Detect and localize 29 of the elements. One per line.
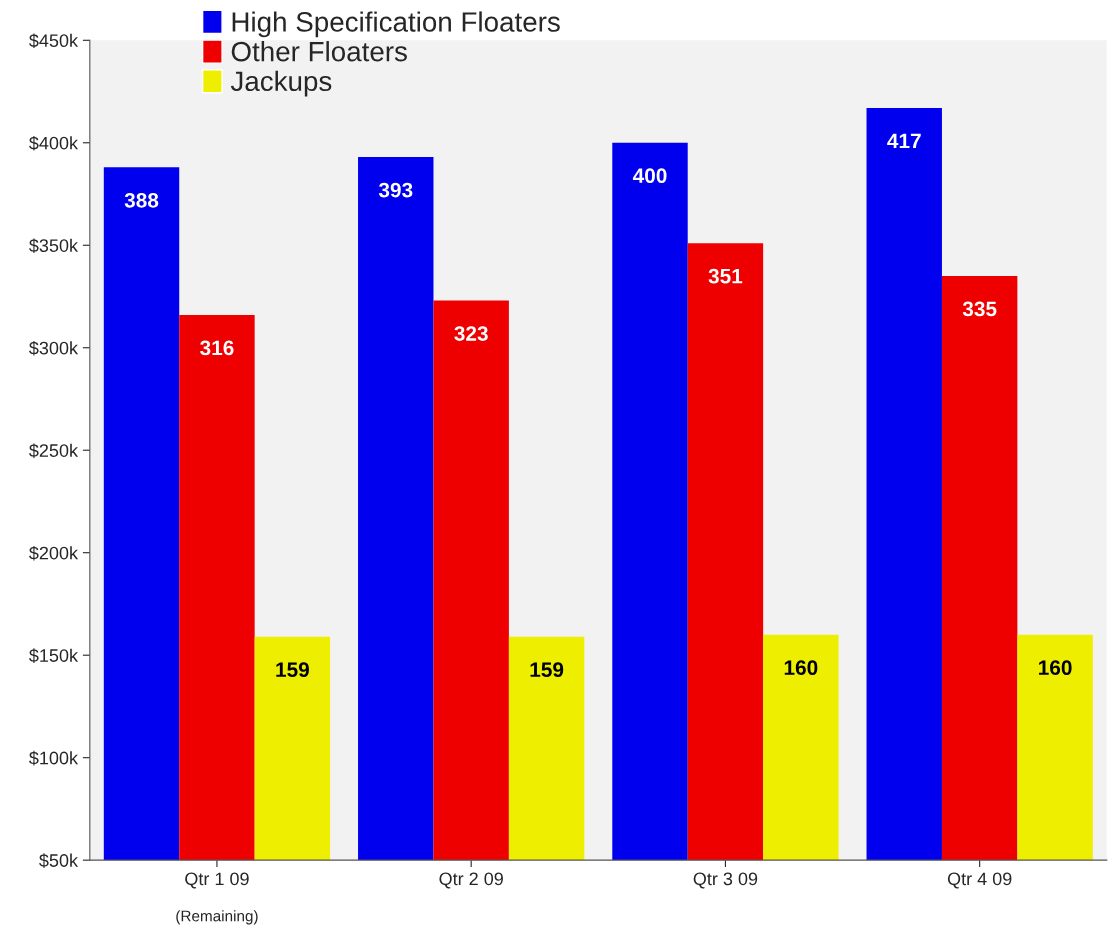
y-tick-label: $200k bbox=[29, 545, 79, 561]
data-label: 160 bbox=[1039, 660, 1072, 675]
y-tick-label: $100k bbox=[29, 750, 79, 766]
y-tick-label: $450k bbox=[29, 33, 79, 49]
data-label: 159 bbox=[530, 662, 564, 678]
y-tick-label: $50k bbox=[39, 853, 79, 868]
data-label: 388 bbox=[124, 192, 159, 208]
y-tick-label: $400k bbox=[29, 135, 79, 151]
y-tick-label: $150k bbox=[29, 648, 79, 663]
text: (Remaining) bbox=[176, 910, 258, 925]
y-tick-label: $300k bbox=[29, 340, 79, 356]
data-label: 316 bbox=[200, 340, 234, 356]
y-tick-label: $250k bbox=[29, 443, 79, 459]
data-label: 417 bbox=[887, 133, 921, 149]
x-tick-label: Qtr 2 09 bbox=[439, 872, 503, 889]
x-tick-label: Qtr 4 09 bbox=[947, 872, 1012, 889]
data-label: 323 bbox=[454, 326, 488, 341]
x-tick-label: Qtr 1 09 bbox=[185, 872, 249, 889]
x-tick-label: Qtr 3 09 bbox=[693, 872, 758, 889]
y-tick-label: $350k bbox=[29, 238, 79, 254]
legend-label: Jackups bbox=[230, 70, 332, 97]
data-label: 160 bbox=[784, 660, 818, 675]
data-label: 393 bbox=[378, 182, 413, 198]
legend-label: Other Floaters bbox=[231, 41, 407, 62]
data-label: 335 bbox=[962, 301, 997, 317]
data-label: 351 bbox=[708, 268, 743, 284]
legend-label: High Specification Floaters bbox=[232, 11, 560, 38]
data-label: 400 bbox=[632, 168, 667, 184]
data-label: 159 bbox=[276, 662, 309, 678]
